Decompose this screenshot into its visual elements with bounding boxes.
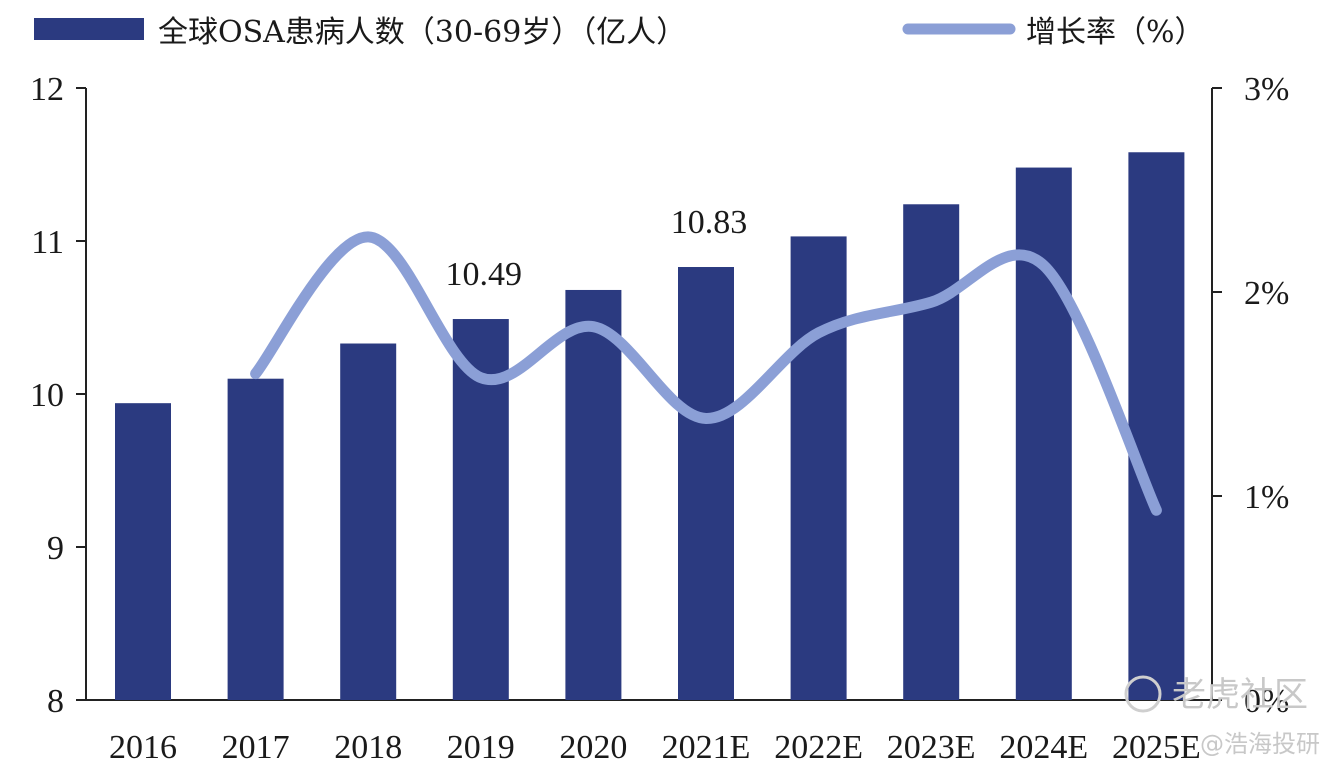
y-right-tick-label: 1% <box>1244 479 1289 516</box>
line-layer <box>250 231 1162 516</box>
x-tick-label: 2019 <box>447 729 515 766</box>
growth-rate-point-2024E <box>1042 264 1045 267</box>
y-right-tick-label: 3% <box>1244 71 1289 108</box>
bar-2020 <box>565 289 622 700</box>
growth-rate-point-2020 <box>592 325 595 328</box>
legend-bar-label: 全球OSA患病人数（30-69岁）（亿人） <box>158 15 686 50</box>
bar-2018 <box>340 343 397 700</box>
growth-rate-point-2019 <box>479 376 482 379</box>
bar-2016 <box>115 403 171 700</box>
data-label-2019: 10.49 <box>446 256 523 293</box>
x-tick-label: 2018 <box>334 729 402 766</box>
x-tick-label: 2024E <box>999 729 1088 766</box>
y-left-tick-label: 11 <box>31 224 64 261</box>
growth-rate-point-2022E <box>817 331 820 334</box>
x-tick-label: 2017 <box>222 729 290 766</box>
watermark-logo-icon <box>1124 675 1162 713</box>
growth-rate-point-2025E <box>1155 509 1158 512</box>
y-left-tick-label: 9 <box>47 530 64 567</box>
x-tick-label: 2020 <box>559 729 627 766</box>
legend-line-label: 增长率（%） <box>1026 15 1205 50</box>
y-left-tick-label: 10 <box>30 377 64 414</box>
axes: 8 9 10 11 12 0% 1% 2% 3% 2016 2017 2018 2019 2020 2021… <box>30 71 1289 766</box>
growth-rate-point-2018 <box>367 235 370 238</box>
annotations: 10.49 10.83 <box>446 204 748 293</box>
growth-rate-point-2017 <box>254 372 257 375</box>
y-left-tick-label: 12 <box>30 71 64 108</box>
bar-2021E <box>678 267 734 700</box>
bar-2017 <box>227 378 284 700</box>
legend-bar-swatch <box>34 18 144 40</box>
legend: 全球OSA患病人数（30-69岁）（亿人） 增长率（%） <box>34 15 1205 50</box>
growth-rate-point-2023E <box>930 301 933 304</box>
watermark: 老虎社区 @浩海投研 <box>1124 675 1320 758</box>
x-tick-label: 2022E <box>774 729 863 766</box>
bar-2023E <box>903 204 960 700</box>
data-label-2021E: 10.83 <box>671 204 748 241</box>
growth-rate-point-2021E <box>705 417 707 420</box>
bars <box>115 152 1185 700</box>
y-right-tick-label: 0% <box>1244 683 1289 720</box>
bar-2025E <box>1128 152 1185 700</box>
x-tick-label: 2025E <box>1112 729 1201 766</box>
watermark-handle: @浩海投研 <box>1200 730 1320 758</box>
y-left-tick-label: 8 <box>47 683 64 720</box>
x-tick-label: 2016 <box>109 729 177 766</box>
x-tick-label: 2023E <box>887 729 976 766</box>
y-right-tick-label: 2% <box>1244 275 1289 312</box>
watermark-text: 老虎社区 <box>1172 675 1308 715</box>
bar-2022E <box>790 236 847 700</box>
bar-2024E <box>1015 167 1072 700</box>
x-tick-label: 2021E <box>662 729 751 766</box>
